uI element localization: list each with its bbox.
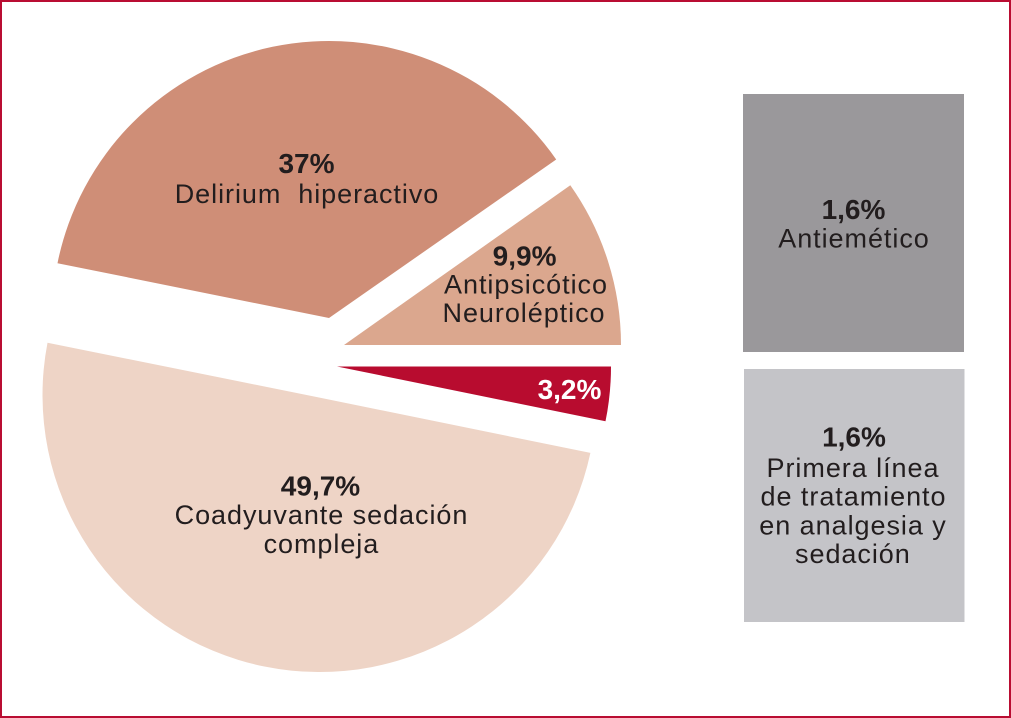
- svg-text:Coadyuvante sedación: Coadyuvante sedación: [175, 500, 469, 530]
- svg-text:3,2%: 3,2%: [538, 374, 602, 405]
- svg-text:Primera línea: Primera línea: [767, 453, 940, 483]
- svg-text:Antipsicótico: Antipsicótico: [444, 270, 608, 300]
- svg-text:en analgesia y: en analgesia y: [759, 510, 946, 540]
- svg-text:Delirium hiperactivo: Delirium hiperactivo: [175, 179, 440, 209]
- svg-text:sedación: sedación: [795, 539, 911, 569]
- svg-text:1,6%: 1,6%: [822, 194, 886, 225]
- svg-text:37%: 37%: [278, 148, 334, 179]
- svg-text:Antiemético: Antiemético: [778, 223, 930, 253]
- svg-text:49,7%: 49,7%: [281, 471, 360, 502]
- svg-text:9,9%: 9,9%: [493, 240, 557, 271]
- svg-text:compleja: compleja: [264, 529, 380, 559]
- svg-text:de tratamiento: de tratamiento: [761, 482, 947, 512]
- svg-text:Neuroléptico: Neuroléptico: [443, 298, 606, 328]
- svg-text:1,6%: 1,6%: [822, 422, 886, 453]
